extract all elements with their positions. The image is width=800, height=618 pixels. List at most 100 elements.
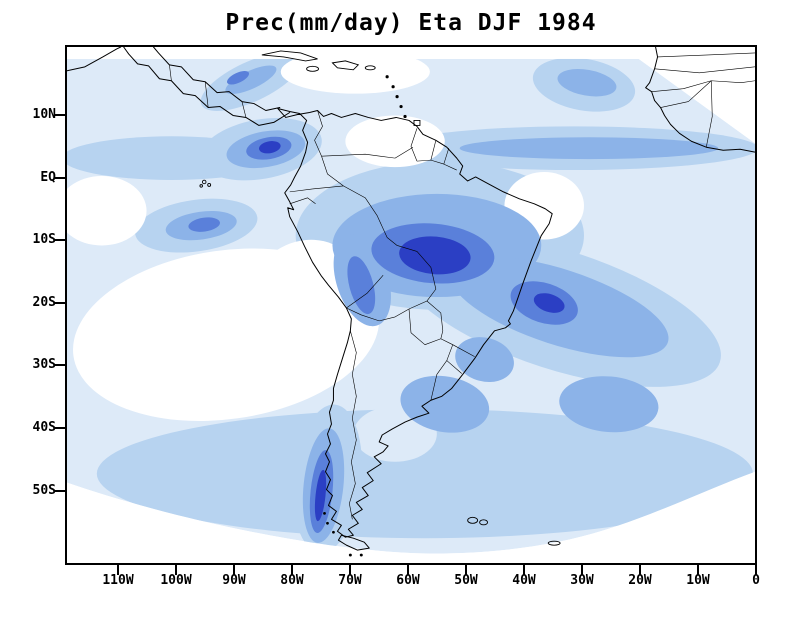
lon-tick-label: 50W [454,573,478,588]
tick-mark [55,177,65,179]
precip-region [188,217,220,232]
africa-border-line [657,52,755,58]
tick-mark [117,565,119,575]
falkland-island [467,516,479,524]
tick-mark [55,490,65,492]
precip-region [96,409,754,539]
precipitation-map [67,47,755,557]
precip-region [226,71,250,85]
lon-tick-label: 20W [628,573,652,588]
precip-max-region [399,236,471,275]
jamaica-island [306,65,319,72]
dry-region [256,239,355,321]
lon-tick-label: 110W [102,573,134,588]
chilean-fjord-islet [332,530,335,534]
lon-tick-label: 80W [280,573,304,588]
puerto-rico-island [364,65,376,71]
mexico-coast [67,47,122,72]
border-line [430,344,454,401]
central-america-pacific-coast [123,47,291,126]
lat-tick-label: 10N [32,107,56,122]
precip-region [459,137,719,160]
tick-mark [523,565,525,575]
lesser-antilles-island [391,85,395,89]
border-line [426,300,444,339]
precip-region [400,375,490,433]
lon-tick-label: 70W [338,573,362,588]
tick-mark [233,565,235,575]
border-line [443,148,450,165]
lat-tick-label: 40S [32,420,56,435]
lon-tick-label: 30W [570,573,594,588]
tick-mark [349,565,351,575]
tick-mark [697,565,699,575]
galapagos-island [199,184,203,188]
border-line [343,185,398,246]
border-line [204,81,209,108]
tick-mark [639,565,641,575]
galapagos-island [207,182,212,187]
border-line [169,64,172,81]
plot-area [65,45,757,565]
border-line [396,245,437,302]
lesser-antilles-island [395,95,399,99]
precip-region [455,337,514,383]
tick-mark [755,565,757,575]
tick-mark [407,565,409,575]
border-line [410,128,418,162]
tick-mark [55,239,65,241]
trinidad-island [413,119,421,126]
lat-tick-label: 20S [32,295,56,310]
falkland-island [479,519,489,526]
galapagos-island [201,179,207,185]
tick-mark [291,565,293,575]
border-line [408,308,441,345]
border-line [289,197,316,205]
cape-horn-islet [348,553,352,557]
border-line [346,307,410,322]
precip-max-region [314,469,327,522]
islands [199,50,561,557]
tick-mark [55,114,65,116]
border-line [416,159,457,171]
chilean-fjord-islet [323,511,326,515]
precip-max-region [533,293,565,313]
precip-region [559,376,659,433]
africa-border-line [654,66,755,74]
border-line [408,300,428,310]
lesser-antilles-island [399,104,403,109]
south-america-coastline [277,108,553,538]
africa-border-line [705,80,713,148]
central-america-caribbean-coast [153,47,281,112]
border-line [430,140,437,161]
country-borders [169,52,755,520]
lon-tick-label: 10W [686,573,710,588]
border-line [289,188,313,193]
precip-region [225,65,277,95]
plot-title: Prec(mm/day) Eta DJF 1984 [225,10,597,36]
tick-mark [55,364,65,366]
dry-region [345,115,445,168]
africa-border-line [660,80,712,108]
hispaniola-island [331,60,360,71]
africa-coastline [645,47,755,153]
lat-tick-label: 30S [32,357,56,372]
chilean-fjord-islet [326,521,329,525]
border-line [349,330,357,520]
border-line [241,101,247,118]
lon-tick-label: 90W [222,573,246,588]
border-line [321,146,414,159]
dry-region [280,58,430,94]
lon-tick-label: 60W [396,573,420,588]
border-line [446,360,462,374]
south-georgia-island [547,540,561,546]
tierra-del-fuego-coastline [337,534,370,551]
lat-tick-label: EQ [40,170,56,185]
lon-tick-label: 100W [160,573,192,588]
cape-horn-islet [359,553,363,557]
precip-max-region [259,141,281,154]
tick-mark [55,302,65,304]
lat-tick-label: 10S [32,232,56,247]
tick-mark [465,565,467,575]
